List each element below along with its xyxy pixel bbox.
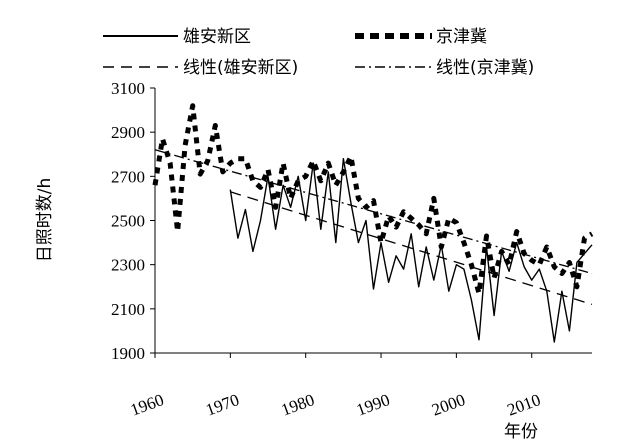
y-ticks: 1900 2100 2300 2500 2700 2900 3100	[111, 79, 155, 363]
y-tick-label: 2300	[111, 256, 145, 275]
y-tick-label: 3100	[111, 79, 145, 98]
series-layer	[152, 103, 594, 343]
x-ticks: 1960 1970 1980 1990 2000 2010	[128, 353, 543, 420]
legend: 雄安新区 京津冀 线性(雄安新区) 线性(京津冀)	[103, 27, 534, 78]
series-line-3	[154, 149, 593, 275]
series-line-2	[230, 191, 593, 306]
y-tick-label: 2900	[111, 123, 145, 142]
series-line-0	[229, 157, 593, 343]
legend-label-linear-jingjinji: 线性(京津冀)	[436, 58, 534, 78]
y-axis-title: 日照时数/h	[35, 178, 55, 263]
x-axis-title: 年份	[504, 422, 538, 442]
series-line-1	[152, 103, 594, 296]
x-tick-label: 1990	[354, 390, 392, 419]
legend-label-linear-xiongan: 线性(雄安新区)	[183, 58, 298, 78]
x-tick-label: 1960	[128, 390, 166, 419]
x-tick-label: 2000	[429, 390, 467, 419]
y-tick-label: 1900	[111, 344, 145, 363]
y-tick-label: 2500	[111, 212, 145, 231]
x-tick-label: 1980	[279, 390, 317, 419]
y-tick-label: 2700	[111, 167, 145, 186]
y-tick-label: 2100	[111, 300, 145, 319]
legend-label-xiongan: 雄安新区	[183, 27, 251, 47]
legend-label-jingjinji: 京津冀	[436, 27, 487, 47]
x-tick-label: 1970	[203, 390, 241, 419]
x-tick-label: 2010	[505, 390, 543, 419]
